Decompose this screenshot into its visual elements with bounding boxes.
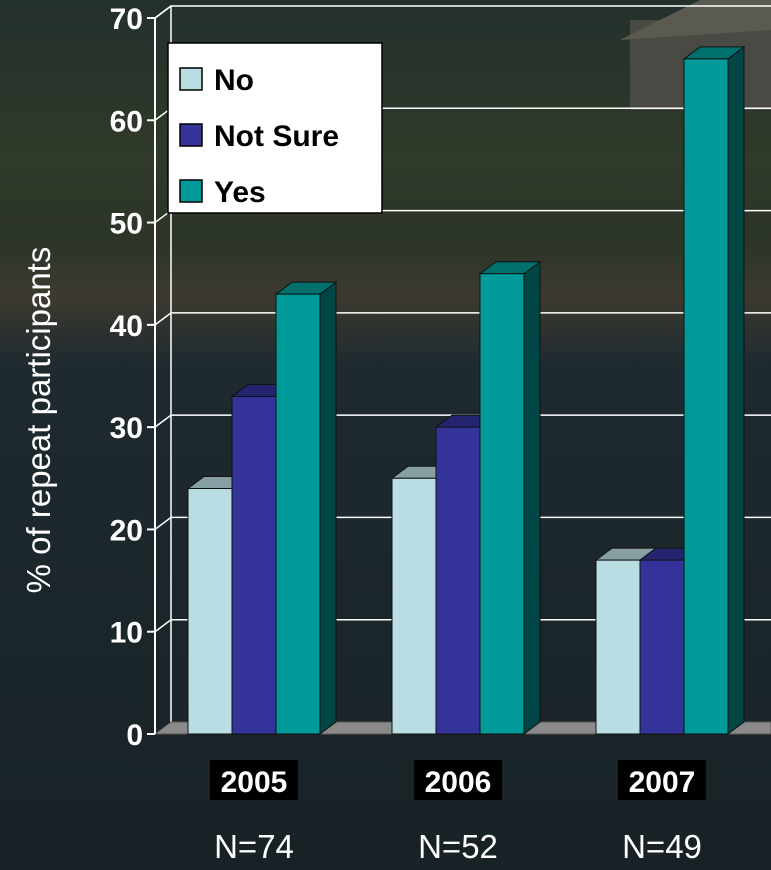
legend-swatch bbox=[179, 179, 203, 203]
sample-size-label: N=52 bbox=[418, 828, 498, 865]
y-tick-label: 10 bbox=[110, 617, 143, 650]
legend: No Not Sure Yes bbox=[167, 42, 383, 214]
y-tick-label: 60 bbox=[110, 105, 143, 138]
bar-2005-yes bbox=[274, 281, 338, 735]
sample-size-label: N=74 bbox=[214, 828, 294, 865]
y-tick-label: 0 bbox=[126, 719, 143, 752]
sample-size-label: N=49 bbox=[622, 828, 702, 865]
x-tick-text: 2007 bbox=[629, 766, 696, 799]
x-tick-text: 2005 bbox=[221, 766, 288, 799]
y-tick-label: 40 bbox=[110, 310, 143, 343]
y-axis-label: % of repeat participants bbox=[20, 247, 57, 594]
y-tick-label: 70 bbox=[110, 3, 143, 36]
bar-2007-yes bbox=[682, 45, 746, 735]
x-tick-label-2007: 2007 bbox=[618, 760, 706, 800]
legend-label: Yes bbox=[214, 176, 266, 209]
y-tick-label: 50 bbox=[110, 208, 143, 241]
x-tick-label-2005: 2005 bbox=[210, 760, 298, 800]
legend-label: No bbox=[214, 64, 254, 97]
y-tick-label: 20 bbox=[110, 514, 143, 547]
background-roof bbox=[620, 0, 771, 40]
legend-swatch bbox=[179, 67, 203, 91]
axis-corner bbox=[154, 5, 172, 19]
legend-swatch bbox=[179, 123, 203, 147]
legend-label: Not Sure bbox=[214, 120, 339, 153]
x-tick-text: 2006 bbox=[425, 766, 492, 799]
y-tick-label: 30 bbox=[110, 412, 143, 445]
bar-2006-yes bbox=[478, 260, 542, 735]
x-tick-label-2006: 2006 bbox=[414, 760, 502, 800]
